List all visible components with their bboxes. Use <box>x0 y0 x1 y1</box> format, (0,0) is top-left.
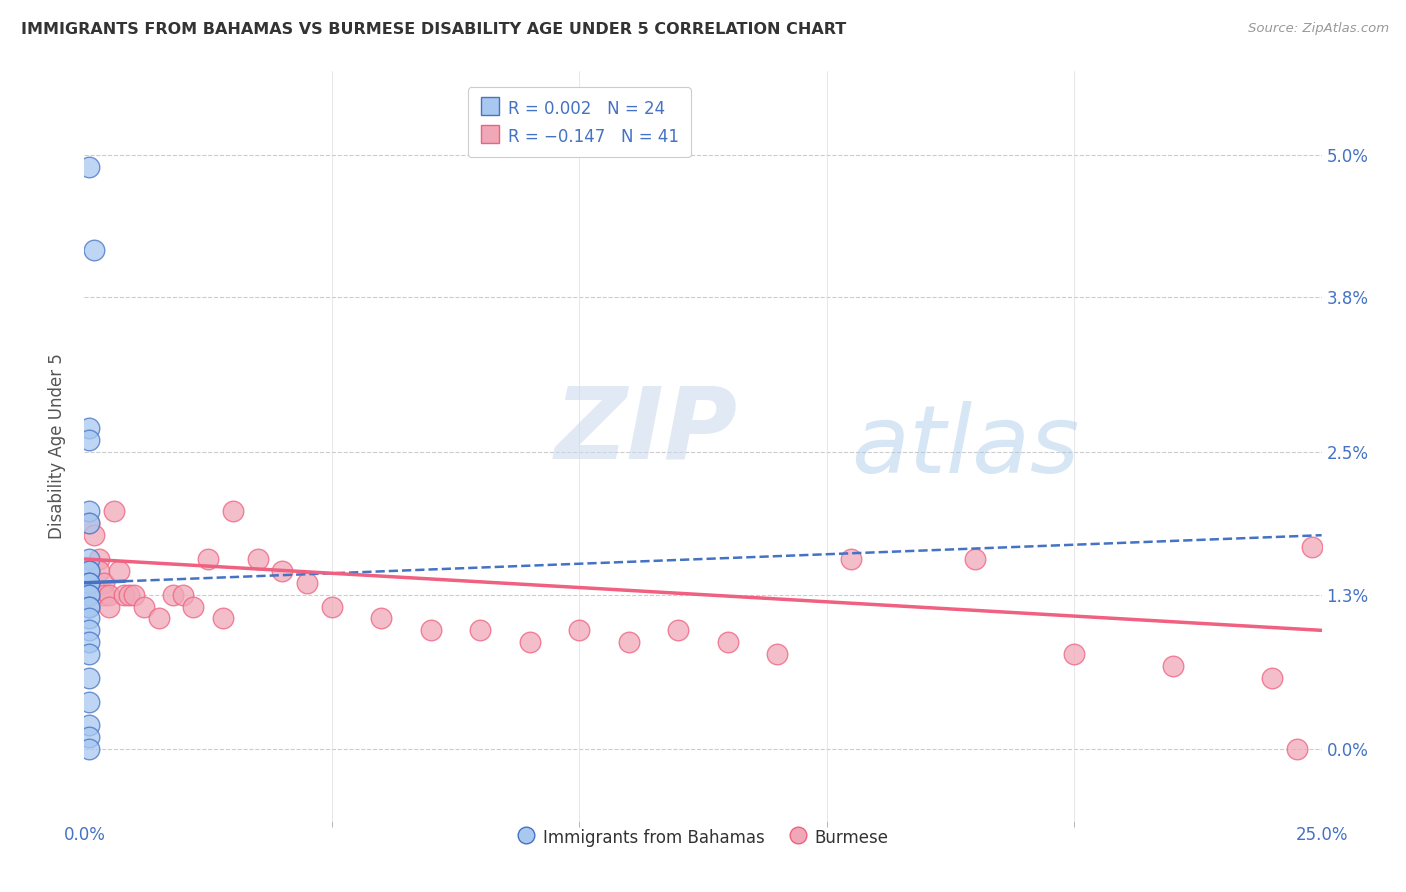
Point <box>965 552 987 566</box>
Point <box>118 588 141 602</box>
Point <box>79 433 101 447</box>
Point <box>419 624 441 638</box>
Point <box>370 611 392 625</box>
Point <box>79 647 101 661</box>
Point <box>79 695 101 709</box>
Point <box>83 243 105 257</box>
Point <box>79 635 101 649</box>
Point <box>568 624 591 638</box>
Point <box>79 552 101 566</box>
Point <box>666 624 689 638</box>
Y-axis label: Disability Age Under 5: Disability Age Under 5 <box>48 353 66 539</box>
Point <box>79 421 101 435</box>
Point <box>112 588 135 602</box>
Point <box>222 504 245 518</box>
Point <box>79 599 101 614</box>
Point <box>1301 540 1323 554</box>
Point <box>617 635 640 649</box>
Point <box>79 575 101 590</box>
Point <box>717 635 740 649</box>
Point <box>197 552 219 566</box>
Point <box>98 599 121 614</box>
Point <box>181 599 204 614</box>
Point <box>93 588 115 602</box>
Point <box>1261 671 1284 685</box>
Point <box>79 504 101 518</box>
Text: IMMIGRANTS FROM BAHAMAS VS BURMESE DISABILITY AGE UNDER 5 CORRELATION CHART: IMMIGRANTS FROM BAHAMAS VS BURMESE DISAB… <box>21 22 846 37</box>
Point <box>98 588 121 602</box>
Point <box>79 731 101 745</box>
Point <box>132 599 155 614</box>
Point <box>79 564 101 578</box>
Point <box>519 635 541 649</box>
Point <box>271 564 294 578</box>
Point <box>79 671 101 685</box>
Point <box>162 588 184 602</box>
Point <box>108 564 131 578</box>
Point <box>79 564 101 578</box>
Point <box>766 647 789 661</box>
Point <box>79 718 101 732</box>
Point <box>79 516 101 531</box>
Point <box>83 528 105 542</box>
Point <box>1285 742 1308 756</box>
Text: Source: ZipAtlas.com: Source: ZipAtlas.com <box>1249 22 1389 36</box>
Point <box>89 552 111 566</box>
Legend: Immigrants from Bahamas, Burmese: Immigrants from Bahamas, Burmese <box>510 821 896 854</box>
Text: atlas: atlas <box>852 401 1080 491</box>
Point <box>79 516 101 531</box>
Point <box>79 611 101 625</box>
Point <box>841 552 863 566</box>
Point <box>93 575 115 590</box>
Point <box>148 611 170 625</box>
Point <box>172 588 194 602</box>
Point <box>122 588 145 602</box>
Point <box>79 624 101 638</box>
Text: ZIP: ZIP <box>554 383 738 480</box>
Point <box>321 599 343 614</box>
Point <box>246 552 269 566</box>
Point <box>295 575 318 590</box>
Point <box>79 588 101 602</box>
Point <box>79 160 101 174</box>
Point <box>79 742 101 756</box>
Point <box>79 599 101 614</box>
Point <box>212 611 235 625</box>
Point <box>1161 659 1184 673</box>
Point <box>79 588 101 602</box>
Point <box>79 575 101 590</box>
Point <box>89 564 111 578</box>
Point <box>1063 647 1085 661</box>
Point <box>470 624 492 638</box>
Point <box>103 504 125 518</box>
